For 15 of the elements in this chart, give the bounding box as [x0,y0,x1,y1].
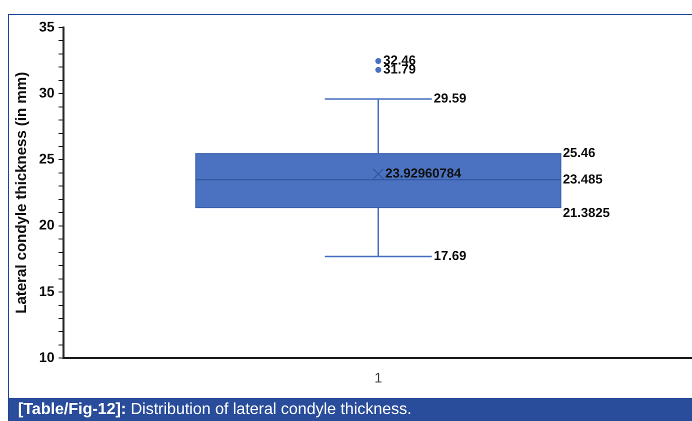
y-tick-label: 35 [38,18,55,34]
annotation: 21.3825 [562,205,610,220]
y-tick-label: 25 [38,150,55,167]
y-tick-label: 30 [38,84,55,100]
y-tick-label: 10 [38,349,55,366]
annotation: 25.46 [562,145,596,160]
annotation: 23.92960784 [385,165,462,180]
y-tick-label: 20 [38,216,55,233]
annotation: 17.69 [434,248,466,264]
annotation: 23.485 [562,171,603,186]
y-tick-label: 15 [38,282,55,299]
y-axis-title: Lateral condyle thickness (in mm) [13,72,30,314]
x-tick-label: 1 [374,369,382,386]
annotation: 29.59 [434,90,466,106]
text: [Table/Fig-12]: Distribution of lateral condyle thickness. [8,398,692,421]
